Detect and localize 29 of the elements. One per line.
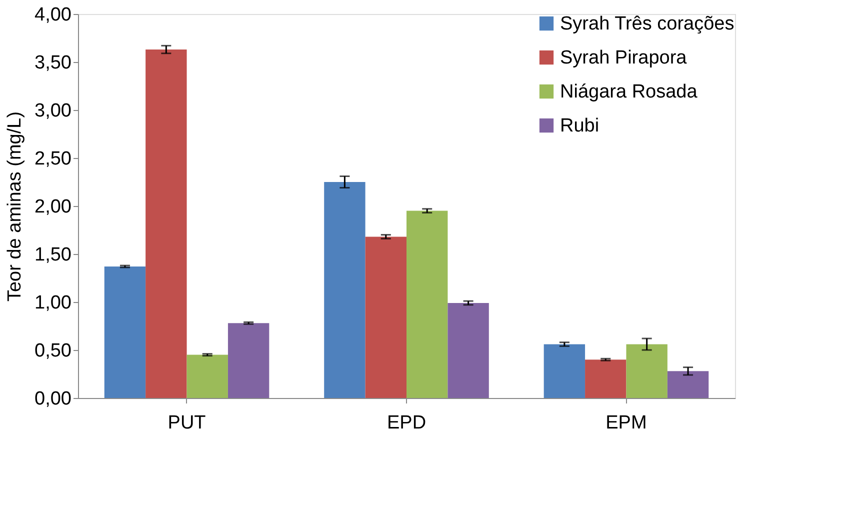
y-tick-label: 2,00: [34, 196, 72, 218]
x-tick-label: EPD: [386, 412, 426, 434]
bar: [667, 371, 709, 398]
bar: [626, 344, 668, 398]
y-axis-title: Teor de aminas (mg/L): [4, 111, 26, 302]
bar: [186, 354, 228, 398]
y-tick-label: 1,00: [34, 292, 72, 314]
bar: [365, 236, 406, 398]
bar: [146, 50, 187, 398]
y-tick-label: 0,00: [34, 388, 72, 410]
bar: [585, 360, 626, 398]
bar: [448, 302, 489, 398]
legend-label: Syrah Três corações: [560, 14, 734, 34]
legend-label: Rubi: [560, 116, 600, 136]
bar: [228, 323, 270, 398]
legend-label: Niágara Rosada: [560, 82, 698, 102]
y-tick-label: 3,50: [34, 52, 72, 74]
legend-label: Syrah Pirapora: [560, 48, 688, 68]
y-tick-label: 0,50: [34, 340, 72, 362]
y-tick-label: 2,50: [34, 148, 72, 170]
x-tick-label: PUT: [168, 412, 206, 434]
bar: [104, 266, 146, 398]
y-tick-label: 3,00: [34, 100, 72, 122]
x-tick-label: EPM: [606, 412, 647, 434]
bar: [406, 210, 448, 398]
bar: [544, 344, 586, 398]
y-tick-label: 1,50: [34, 244, 72, 266]
bar: [324, 182, 366, 398]
y-tick-label: 4,00: [34, 4, 72, 26]
